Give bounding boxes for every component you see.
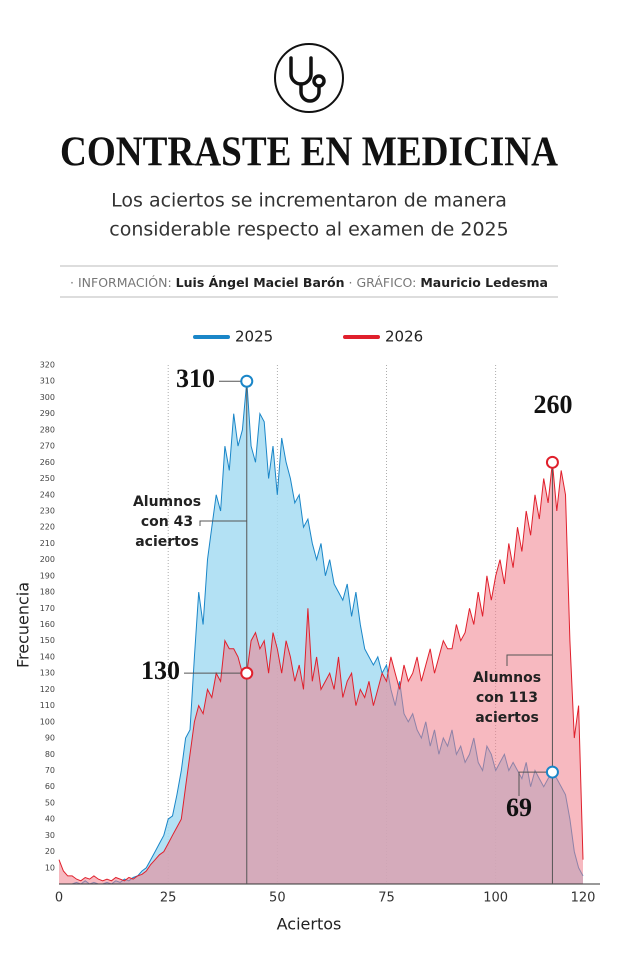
credit-name: Mauricio Ledesma: [420, 275, 548, 290]
y-tick-label: 230: [40, 506, 55, 515]
y-tick-label: 210: [40, 539, 55, 548]
y-tick-label: 80: [45, 750, 55, 759]
y-tick-label: 320: [40, 361, 55, 370]
credits: · INFORMACIÓN: Luis Ángel Maciel Barón ·…: [70, 275, 548, 290]
y-tick-label: 170: [40, 604, 55, 613]
note-text: Alumnos: [133, 494, 201, 510]
y-tick-label: 250: [40, 474, 55, 483]
x-tick-label: 25: [160, 891, 177, 906]
y-tick-label: 10: [45, 863, 55, 872]
y-tick-label: 20: [45, 847, 55, 856]
y-tick-label: 140: [40, 652, 55, 661]
y-tick-label: 30: [45, 831, 55, 840]
credit-label: · INFORMACIÓN:: [70, 275, 172, 290]
note-leader: [199, 520, 247, 526]
x-tick-label: 0: [55, 891, 63, 906]
note-text: aciertos: [475, 710, 539, 726]
annotation-marker: [545, 455, 559, 469]
y-tick-label: 290: [40, 409, 55, 418]
y-tick-label: 90: [45, 734, 55, 743]
legend-label: 2025: [235, 328, 273, 346]
y-tick-label: 150: [40, 636, 55, 645]
y-tick-label: 260: [40, 458, 55, 467]
annotation-label: 260: [534, 390, 573, 419]
y-tick-label: 180: [40, 588, 55, 597]
y-tick-label: 190: [40, 571, 55, 580]
y-axis-label: Frecuencia: [14, 582, 33, 668]
legend-label: 2026: [385, 328, 423, 346]
annotation-label: 130: [141, 656, 180, 685]
subtitle: Los aciertos se incrementaron de manera: [111, 190, 507, 212]
y-tick-label: 200: [40, 555, 55, 564]
note-text: con 43: [141, 514, 193, 530]
annotation-leader: [518, 771, 547, 796]
y-tick-label: 280: [40, 425, 55, 434]
annotation-label: 310: [176, 364, 215, 393]
title: CONTRASTE EN MEDICINA: [60, 130, 559, 176]
annotation-marker: [545, 765, 559, 779]
y-tick-label: 270: [40, 442, 55, 451]
x-tick-label: 100: [483, 891, 508, 906]
y-tick-label: 240: [40, 490, 55, 499]
y-tick-label: 130: [40, 669, 55, 678]
credit-name: Luis Ángel Maciel Barón: [176, 275, 345, 290]
y-tick-label: 110: [40, 701, 55, 710]
x-tick-label: 50: [269, 891, 286, 906]
y-tick-label: 120: [40, 685, 55, 694]
annotation-label: 69: [506, 793, 532, 822]
x-tick-label: 75: [378, 891, 395, 906]
area: [59, 462, 583, 884]
x-tick-label: 120: [571, 891, 596, 906]
y-tick-label: 220: [40, 523, 55, 532]
note-text: con 113: [476, 690, 538, 706]
y-tick-label: 50: [45, 798, 55, 807]
y-tick-label: 160: [40, 620, 55, 629]
credit-label: · GRÁFICO:: [349, 275, 417, 290]
y-tick-label: 300: [40, 393, 55, 402]
y-tick-label: 100: [40, 717, 55, 726]
subtitle: considerable respecto al examen de 2025: [109, 219, 508, 241]
y-tick-label: 60: [45, 782, 55, 791]
y-tick-label: 310: [40, 377, 55, 386]
x-axis-label: Aciertos: [277, 915, 342, 934]
stethoscope-icon: [274, 43, 344, 113]
annotation-marker: [240, 666, 254, 680]
y-tick-label: 70: [45, 766, 55, 775]
note-text: aciertos: [135, 534, 199, 550]
line: [58, 462, 584, 882]
y-tick-label: 40: [45, 815, 55, 824]
note-text: Alumnos: [473, 670, 541, 686]
annotation-marker: [240, 374, 254, 388]
note-leader: [506, 654, 553, 666]
